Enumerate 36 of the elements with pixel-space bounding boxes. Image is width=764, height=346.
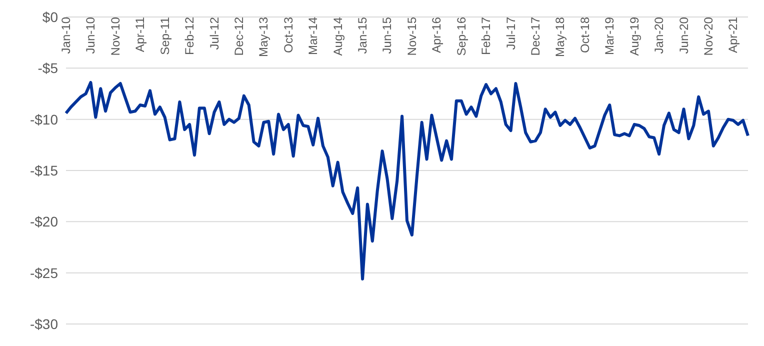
y-tick-label: $0 [42,8,58,25]
line-series [64,80,750,280]
x-tick-label: Dec-12 [232,16,246,56]
x-tick-label: May-18 [553,16,568,58]
x-tick-label: Nov-15 [404,16,419,56]
x-tick-label: Apr-21 [726,16,740,54]
x-tick-label: Feb-17 [479,16,494,56]
x-tick-label: May-13 [256,16,271,58]
x-tick-label: Jan-15 [356,16,370,54]
x-tick-label: Apr-11 [133,16,148,52]
x-tick-label: Jan-10 [59,16,73,54]
x-tick-label: Jun-10 [84,16,98,54]
x-tick-label: Oct-13 [281,16,296,54]
x-tick-label: Mar-14 [306,16,320,56]
x-tick-label: Jan-20 [652,16,666,54]
y-tick-label: -$15 [30,162,58,178]
x-tick-label: Nov-10 [108,16,122,56]
x-tick-label: Jun-20 [676,16,691,54]
x-tick-label: Oct-18 [578,16,592,54]
x-tick-label: Jul-17 [504,16,518,50]
x-tick-label: Jun-15 [380,16,394,54]
y-tick-label: -$20 [30,214,58,230]
x-tick-label: Jul-12 [207,16,222,50]
x-tick-label: Nov-20 [701,16,716,56]
x-tick-label: Apr-16 [430,16,444,54]
x-tick-label: Feb-12 [182,16,197,56]
x-tick-label: Sep-11 [158,16,172,55]
y-tick-label: -$25 [30,264,58,281]
x-tick-label: Sep-16 [454,16,468,56]
x-tick-label: Aug-19 [627,16,642,56]
x-tick-label: Dec-17 [528,16,542,56]
y-tick-label: -$5 [38,60,58,76]
x-tick-label: Aug-14 [330,16,345,56]
x-tick-label: Mar-19 [602,16,617,56]
y-tick-label: -$10 [30,111,58,128]
y-tick-label: -$30 [30,316,58,332]
